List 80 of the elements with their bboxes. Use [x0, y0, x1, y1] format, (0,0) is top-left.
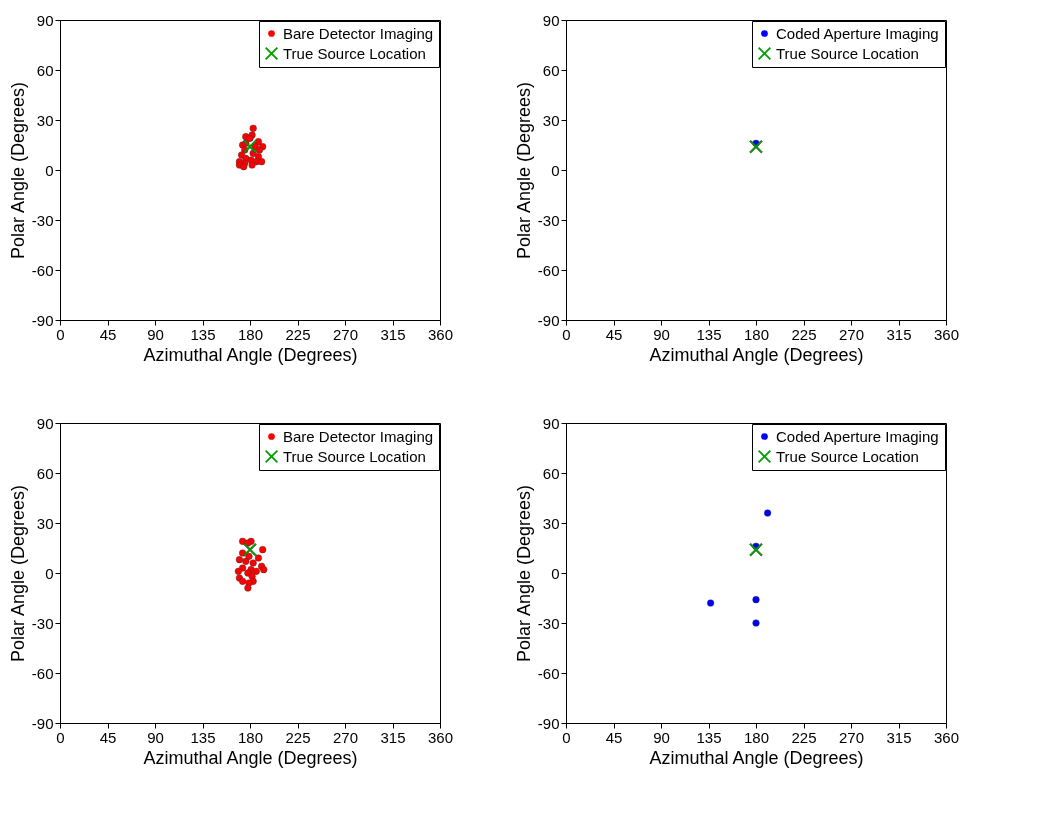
x-tick-label: 225	[285, 325, 311, 343]
y-tick-label: 30	[542, 111, 560, 129]
y-tick-label: -30	[537, 211, 560, 229]
x-tick-label: 0	[562, 325, 571, 343]
y-axis-title: Polar Angle (Degrees)	[7, 484, 28, 663]
x-tick-label: 270	[332, 728, 359, 746]
x-tick-label: 225	[791, 728, 817, 746]
x-tick-label: 0	[56, 325, 65, 343]
y-tick-label: 90	[542, 11, 560, 29]
y-tick-label: -90	[31, 714, 54, 732]
x-tick-label: 360	[427, 728, 454, 746]
x-tick-label: 45	[99, 728, 117, 746]
x-tick-label: 90	[653, 728, 670, 746]
x-tick-label: 180	[237, 728, 264, 746]
x-tick-label: 135	[190, 325, 216, 343]
x-tick-label: 270	[838, 728, 865, 746]
y-tick-label: 30	[36, 111, 54, 129]
y-axis-title: Polar Angle (Degrees)	[513, 484, 534, 663]
x-tick-label: 0	[562, 728, 571, 746]
x-tick-label: 315	[380, 325, 406, 343]
y-tick-label: -60	[537, 664, 560, 682]
x-tick-label: 270	[332, 325, 359, 343]
x-tick-label: 45	[605, 728, 623, 746]
y-axis-title: Polar Angle (Degrees)	[513, 81, 534, 260]
y-tick-label: 90	[36, 414, 54, 432]
x-tick-label: 180	[743, 728, 770, 746]
x-tick-label: 180	[237, 325, 264, 343]
y-tick-label: -60	[31, 664, 54, 682]
y-axis-title: Polar Angle (Degrees)	[7, 81, 28, 260]
x-tick-label: 0	[56, 728, 65, 746]
y-tick-label: 60	[542, 464, 560, 482]
y-tick-label: 30	[36, 514, 54, 532]
y-tick-label: -30	[537, 614, 560, 632]
x-axis-title: Azimuthal Angle (Degrees)	[143, 344, 358, 365]
y-tick-label: 0	[45, 161, 54, 179]
x-tick-label: 225	[791, 325, 817, 343]
x-tick-label: 90	[653, 325, 670, 343]
legend-label: True Source Location	[776, 447, 919, 465]
x-tick-label: 315	[380, 728, 406, 746]
y-tick-label: -90	[537, 714, 560, 732]
x-axis-title: Azimuthal Angle (Degrees)	[143, 747, 358, 768]
y-tick-label: -30	[31, 211, 54, 229]
y-tick-label: -60	[31, 261, 54, 279]
x-tick-label: 135	[696, 325, 722, 343]
x-tick-label: 135	[696, 728, 722, 746]
legend-label: True Source Location	[283, 447, 426, 465]
x-tick-label: 360	[933, 728, 960, 746]
x-tick-label: 90	[147, 728, 164, 746]
y-tick-label: -30	[31, 614, 54, 632]
y-tick-label: -90	[537, 311, 560, 329]
y-tick-label: 0	[551, 564, 560, 582]
x-axis-title: Azimuthal Angle (Degrees)	[649, 344, 864, 365]
y-tick-label: 60	[542, 61, 560, 79]
y-tick-label: 90	[36, 11, 54, 29]
legend-label: Bare Detector Imaging	[283, 24, 434, 42]
legend-label: Coded Aperture Imaging	[776, 24, 939, 42]
legend-label: Coded Aperture Imaging	[776, 427, 939, 445]
legend-label: True Source Location	[283, 44, 426, 62]
x-tick-label: 315	[886, 728, 912, 746]
x-tick-label: 45	[99, 325, 117, 343]
y-tick-label: 60	[36, 61, 54, 79]
y-tick-label: -90	[31, 311, 54, 329]
x-tick-label: 45	[605, 325, 623, 343]
y-tick-label: -60	[537, 261, 560, 279]
x-tick-label: 90	[147, 325, 164, 343]
legend-label: Bare Detector Imaging	[283, 427, 434, 445]
y-tick-label: 0	[551, 161, 560, 179]
y-tick-label: 90	[542, 414, 560, 432]
x-tick-label: 270	[838, 325, 865, 343]
x-tick-label: 135	[190, 728, 216, 746]
x-tick-label: 360	[933, 325, 960, 343]
x-axis-title: Azimuthal Angle (Degrees)	[649, 747, 864, 768]
y-tick-label: 0	[45, 564, 54, 582]
x-tick-label: 225	[285, 728, 311, 746]
y-tick-label: 60	[36, 464, 54, 482]
x-tick-label: 360	[427, 325, 454, 343]
x-tick-label: 180	[743, 325, 770, 343]
y-tick-label: 30	[542, 514, 560, 532]
legend-label: True Source Location	[776, 44, 919, 62]
x-tick-label: 315	[886, 325, 912, 343]
